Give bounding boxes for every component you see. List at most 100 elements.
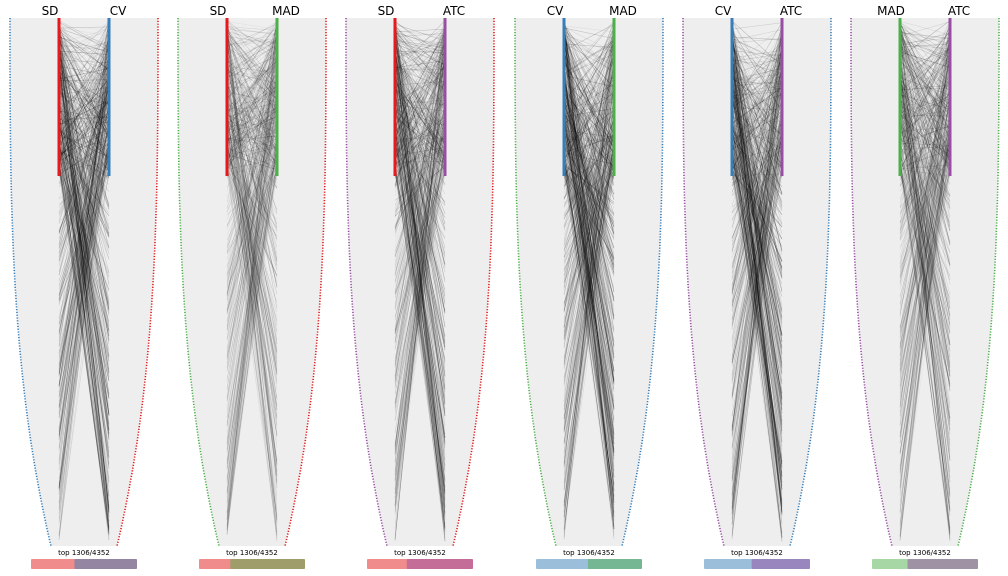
- rank-link: [226, 143, 278, 355]
- rank-link: [394, 21, 446, 513]
- rank-link: [394, 120, 446, 141]
- rank-link: [563, 128, 615, 167]
- rank-link: [563, 63, 615, 467]
- rank-link: [58, 114, 110, 452]
- rank-link: [563, 110, 615, 453]
- rank-link: [58, 66, 110, 260]
- selection-label: top 1306/4352: [899, 549, 951, 557]
- rank-link: [226, 69, 278, 77]
- rank-link: [58, 143, 110, 322]
- rank-link: [226, 39, 278, 266]
- rank-link: [58, 85, 110, 159]
- rank-link: [226, 29, 278, 153]
- rank-link: [394, 43, 446, 69]
- rank-link: [563, 86, 615, 472]
- rank-link: [226, 104, 278, 110]
- rank-link: [226, 71, 278, 152]
- rank-link: [731, 67, 783, 145]
- rank-link: [394, 46, 446, 224]
- rank-link: [58, 28, 110, 62]
- rank-link: [563, 164, 615, 203]
- rank-link: [226, 52, 278, 101]
- rank-link: [563, 159, 615, 498]
- rank-link: [58, 23, 110, 512]
- rank-link: [394, 68, 446, 168]
- rank-link: [226, 37, 278, 134]
- rank-link: [394, 87, 446, 283]
- rank-link: [226, 71, 278, 497]
- rank-lines: [58, 20, 110, 541]
- rank-link: [563, 75, 615, 108]
- rank-link: [563, 122, 615, 231]
- rank-link: [58, 52, 110, 71]
- rank-link: [226, 140, 278, 534]
- rank-link: [58, 164, 110, 460]
- rank-link: [226, 137, 278, 164]
- selection-label: top 1306/4352: [563, 549, 615, 557]
- rank-link: [226, 167, 278, 436]
- rank-link: [58, 143, 110, 236]
- rank-link: [226, 109, 278, 295]
- rank-link: [394, 25, 446, 167]
- right-axis-label: MAD: [272, 4, 300, 18]
- rank-link: [226, 57, 278, 155]
- rank-link: [394, 84, 446, 166]
- rank-link: [58, 84, 110, 336]
- rank-link: [226, 79, 278, 319]
- rank-link: [226, 123, 278, 361]
- rank-link: [731, 64, 783, 186]
- rank-link: [563, 81, 615, 302]
- rank-link: [226, 62, 278, 340]
- rank-link: [394, 28, 446, 540]
- rank-link: [226, 43, 278, 527]
- rank-link: [226, 39, 278, 100]
- rank-link: [226, 105, 278, 402]
- rank-link: [563, 39, 615, 75]
- rank-link: [394, 27, 446, 59]
- rank-link: [226, 113, 278, 163]
- rank-link: [731, 132, 783, 269]
- rank-link: [394, 126, 446, 218]
- rank-link: [394, 29, 446, 129]
- rank-link: [563, 52, 615, 151]
- rank-link: [226, 25, 278, 87]
- rank-link: [563, 27, 615, 530]
- rank-link: [563, 117, 615, 273]
- rank-link: [226, 158, 278, 313]
- rank-link: [563, 59, 615, 200]
- rank-link: [563, 25, 615, 521]
- rank-link: [563, 105, 615, 449]
- rank-link: [58, 101, 110, 130]
- rank-link: [58, 54, 110, 170]
- rank-link: [58, 156, 110, 362]
- rank-link: [226, 136, 278, 152]
- rank-link: [58, 51, 110, 285]
- rank-link: [58, 83, 110, 171]
- rank-link: [563, 79, 615, 155]
- rank-link: [394, 38, 446, 44]
- rank-link: [563, 115, 615, 372]
- rank-link: [563, 75, 615, 358]
- rank-link: [226, 70, 278, 148]
- rank-link: [563, 172, 615, 341]
- rank-link: [563, 24, 615, 99]
- rank-link: [394, 87, 446, 142]
- rank-link: [226, 39, 278, 213]
- rank-link: [563, 139, 615, 518]
- rank-link: [58, 141, 110, 381]
- rank-link: [226, 99, 278, 260]
- rank-link: [394, 113, 446, 404]
- rank-link: [58, 98, 110, 521]
- rank-link: [226, 28, 278, 56]
- rank-link: [58, 110, 110, 249]
- rank-link: [226, 72, 278, 171]
- rank-link: [563, 27, 615, 358]
- rank-link: [226, 66, 278, 154]
- rank-link: [226, 109, 278, 150]
- rank-link: [563, 68, 615, 105]
- rank-link: [394, 64, 446, 142]
- rank-link: [226, 132, 278, 142]
- rank-link: [58, 121, 110, 140]
- rank-link: [394, 33, 446, 174]
